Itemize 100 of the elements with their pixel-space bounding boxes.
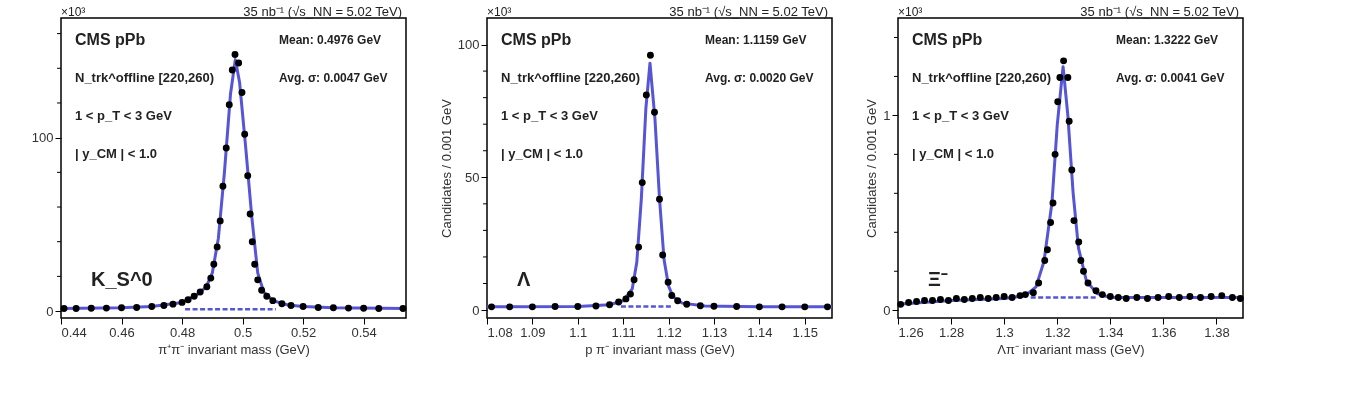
x-tick-label: 1.09: [520, 324, 546, 340]
x-tick-label: 1.36: [1151, 324, 1177, 340]
point: [241, 130, 249, 138]
point: [228, 66, 236, 74]
point: [992, 294, 1000, 301]
point: [1165, 293, 1173, 301]
x-tick-label: 0.54: [351, 324, 377, 340]
y-tick-label: 1: [883, 107, 891, 123]
point: [1035, 279, 1043, 287]
annotation: Ξ⁻: [928, 268, 948, 290]
point: [231, 50, 239, 58]
point: [1092, 287, 1100, 295]
y-axis-title: Candidates / 0.001 GeV: [438, 98, 454, 238]
point: [1228, 294, 1236, 301]
point: [1175, 294, 1183, 301]
annotation: K_S^0: [91, 268, 153, 290]
point: [314, 303, 322, 311]
point: [1106, 293, 1114, 301]
point: [258, 286, 266, 294]
x-tick-label: 1.15: [792, 324, 818, 340]
point: [1021, 291, 1029, 299]
point: [1000, 293, 1008, 301]
line-series: [485, 61, 834, 309]
point: [630, 276, 638, 284]
point: [944, 297, 952, 304]
annotation: Mean: 0.4976 GeV: [279, 33, 382, 47]
point: [1043, 246, 1051, 254]
point: [222, 144, 230, 152]
point: [133, 303, 141, 311]
point: [668, 291, 676, 299]
y-tick-label: 50: [465, 169, 480, 185]
annotation: Mean: 1.3222 GeV: [1116, 33, 1219, 47]
point: [488, 303, 495, 311]
point: [1056, 73, 1064, 81]
point: [651, 108, 658, 116]
point: [72, 305, 80, 312]
point: [278, 300, 286, 308]
x-tick-label: 1.38: [1204, 324, 1230, 340]
point: [329, 304, 337, 312]
point: [897, 300, 905, 308]
point: [1207, 293, 1215, 301]
annotation: 1 < p_T < 3 GeV: [501, 108, 599, 123]
annotation: | y_CM | < 1.0: [501, 146, 584, 161]
point: [1236, 295, 1244, 302]
annotation: ×10³: [61, 5, 86, 19]
y-tick-label: 0: [472, 302, 480, 318]
x-tick-label: 1.34: [1098, 324, 1124, 340]
y-tick-label: 100: [31, 130, 54, 146]
point: [1080, 267, 1087, 275]
point: [299, 303, 307, 311]
point: [102, 304, 110, 312]
point: [778, 303, 786, 311]
point: [1049, 199, 1057, 207]
point: [1133, 294, 1141, 301]
point: [184, 296, 192, 304]
point: [238, 89, 246, 97]
x-tick-label: 0.48: [169, 324, 196, 340]
point: [225, 101, 233, 109]
x-tick-label: 0.46: [109, 324, 135, 340]
point: [190, 292, 198, 300]
point: [733, 303, 741, 311]
point: [1218, 292, 1226, 300]
point: [1075, 238, 1083, 246]
annotation: N_trk^offline [220,260): [501, 70, 641, 85]
annotation: | y_CM | < 1.0: [912, 146, 995, 161]
x-axis-title: π⁺π⁻ invariant mass (GeV): [158, 341, 310, 357]
annotation: ×10³: [487, 5, 512, 19]
point: [148, 303, 156, 311]
y-tick-label: 0: [883, 302, 891, 318]
point: [824, 303, 831, 311]
point: [235, 59, 243, 67]
point: [254, 276, 262, 284]
point: [207, 274, 215, 282]
point: [592, 302, 600, 310]
point: [937, 296, 944, 303]
point: [160, 302, 168, 309]
point: [929, 297, 936, 304]
x-axis-title: Λπ⁻ invariant mass (GeV): [997, 341, 1145, 357]
point: [248, 238, 256, 246]
x-tick-label: 1.1: [569, 324, 588, 340]
point: [952, 295, 960, 302]
annotation: CMS pPb: [75, 31, 146, 48]
point: [1060, 57, 1068, 65]
point: [1186, 293, 1194, 301]
point: [1029, 289, 1037, 297]
point: [213, 243, 221, 251]
y-tick-label: 0: [46, 303, 54, 319]
annotation: N_trk^offline [220,260): [912, 70, 1052, 85]
point: [1051, 150, 1059, 158]
annotation: CMS pPb: [912, 31, 983, 48]
point: [656, 195, 663, 203]
point: [169, 300, 177, 308]
point: [244, 172, 252, 180]
point: [287, 302, 295, 309]
x-tick-label: 1.28: [938, 324, 965, 340]
point: [399, 305, 407, 312]
point: [506, 303, 514, 311]
point: [801, 303, 809, 311]
point: [968, 295, 976, 302]
x-tick-label: 1.32: [1045, 324, 1071, 340]
